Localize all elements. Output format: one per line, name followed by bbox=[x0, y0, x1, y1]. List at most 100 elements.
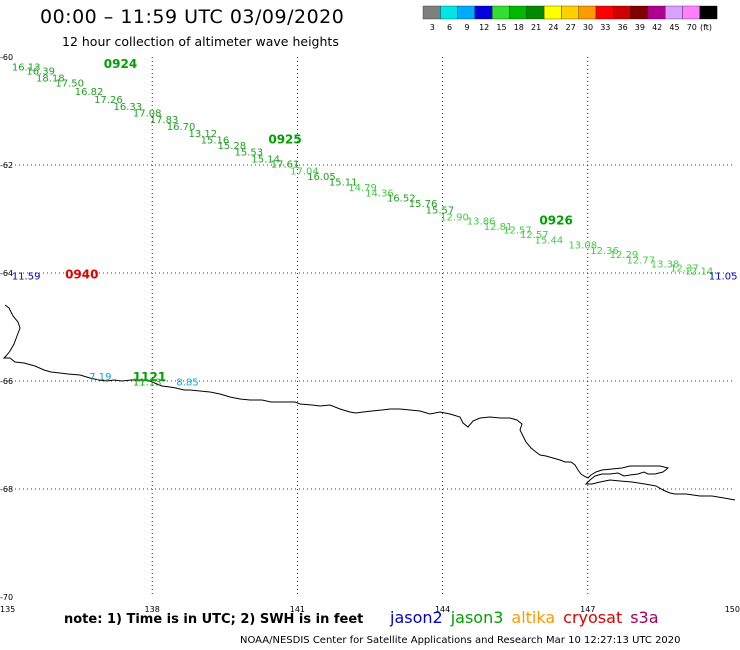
credit-line: NOAA/NESDIS Center for Satellite Applica… bbox=[240, 635, 681, 646]
map-subtitle: 12 hour collection of altimeter wave hei… bbox=[62, 34, 339, 49]
legend-label: 39 bbox=[635, 23, 645, 32]
legend-swatch bbox=[647, 5, 666, 20]
latitude-label: -62 bbox=[0, 161, 13, 170]
legend-swatch bbox=[509, 5, 527, 20]
legend-label: 70 bbox=[687, 23, 697, 32]
legend-swatch bbox=[474, 5, 493, 20]
longitude-label: 141 bbox=[290, 605, 305, 614]
swh-value-label: 12.90 bbox=[440, 213, 469, 224]
legend-swatch bbox=[595, 5, 614, 20]
legend-label: 30 bbox=[583, 23, 593, 32]
mission-jason2: jason2 bbox=[390, 608, 443, 627]
legend-swatch bbox=[699, 5, 718, 20]
swh-value-label: 13.12 bbox=[189, 129, 218, 140]
legend-label: 36 bbox=[618, 23, 628, 32]
swh-value-label: 17.26 bbox=[94, 95, 123, 106]
legend-label: 27 bbox=[566, 23, 576, 32]
longitude-label: 138 bbox=[145, 605, 160, 614]
swh-value-label: 8.85 bbox=[176, 377, 198, 388]
antarctic-coastline bbox=[2, 304, 736, 501]
swh-value-label: 13.86 bbox=[467, 216, 496, 227]
swh-value-label: 15.14 bbox=[251, 154, 280, 165]
legend-label: 24 bbox=[548, 23, 558, 32]
swh-value-label: 12.37 bbox=[670, 263, 699, 274]
swh-value-label: 12.57 bbox=[503, 226, 532, 237]
legend-label: 9 bbox=[464, 23, 469, 32]
pass-time-label: 0940 bbox=[65, 267, 98, 281]
legend-swatch bbox=[543, 5, 562, 20]
swh-value-label: 16.82 bbox=[75, 87, 104, 98]
swh-value-label: 15.53 bbox=[234, 147, 263, 158]
legend-swatch bbox=[578, 5, 597, 20]
swh-value-label: 15.76 bbox=[409, 199, 438, 210]
legend-swatch bbox=[526, 5, 545, 20]
swh-labels: 16.1316.3918.1817.5016.8217.2616.3317.08… bbox=[12, 63, 738, 389]
latitude-label: -66 bbox=[0, 377, 13, 386]
swh-value-label: 16.05 bbox=[307, 172, 336, 183]
swh-value-label: 15.44 bbox=[535, 235, 564, 246]
swh-value-label: 14.36 bbox=[365, 188, 394, 199]
swh-value-label: 13.08 bbox=[568, 241, 597, 252]
swh-value-label: 16.39 bbox=[26, 66, 55, 77]
pass-time-label: 0925 bbox=[268, 132, 301, 146]
legend-label: 45 bbox=[669, 23, 679, 32]
map-grid: 135 138 141 144 147 150 -60 -62 -64 -66 -68 -70 bbox=[0, 53, 740, 614]
pass-time-label: 1121 bbox=[133, 370, 166, 384]
legend-swatch bbox=[682, 5, 700, 20]
legend-swatch bbox=[613, 5, 631, 20]
legend-swatch bbox=[457, 5, 476, 20]
swh-value-label: 11.13 bbox=[133, 377, 162, 388]
swh-value-label: 18.18 bbox=[36, 73, 65, 84]
swh-value-label: 14.79 bbox=[348, 183, 377, 194]
footer-note: note: 1) Time is in UTC; 2) SWH is in fe… bbox=[64, 612, 364, 627]
coastline bbox=[2, 304, 736, 501]
legend-label: 18 bbox=[514, 23, 524, 32]
swh-value-label: 12.57 bbox=[520, 230, 549, 241]
latitude-label: -70 bbox=[0, 593, 13, 602]
legend-label: 21 bbox=[531, 23, 541, 32]
legend-label: 12 bbox=[479, 23, 489, 32]
swh-value-label: 11.05 bbox=[709, 271, 738, 282]
map-title: 00:00 – 11:59 UTC 03/09/2020 bbox=[40, 6, 345, 28]
swh-value-label: 16.33 bbox=[113, 102, 142, 113]
swh-value-label: 17.04 bbox=[290, 167, 319, 178]
swh-value-label: 15.28 bbox=[218, 141, 247, 152]
mission-jason3: jason3 bbox=[450, 608, 504, 627]
mission-cryosat: cryosat bbox=[563, 608, 623, 627]
legend-label: 6 bbox=[447, 23, 452, 32]
color-legend: 3 6 9 12 15 18 21 24 27 30 33 36 39 42 45 70 (ft) bbox=[422, 5, 718, 32]
swh-value-label: 16.13 bbox=[12, 63, 41, 74]
legend-swatch bbox=[440, 5, 458, 20]
swh-value-label: 12.14 bbox=[685, 267, 714, 278]
pass-time-label: 0924 bbox=[104, 57, 137, 71]
legend-label: 33 bbox=[600, 23, 610, 32]
swh-value-label: 15.16 bbox=[201, 135, 230, 146]
swh-value-label: 7.19 bbox=[89, 372, 111, 383]
swh-value-label: 17.61 bbox=[271, 160, 300, 171]
longitude-label: 147 bbox=[580, 605, 595, 614]
legend-unit: (ft) bbox=[700, 23, 712, 32]
swh-value-label: 15.57 bbox=[426, 206, 455, 217]
swh-value-label: 16.52 bbox=[387, 194, 416, 205]
swh-value-label: 16.70 bbox=[167, 122, 196, 133]
swh-value-label: 12.36 bbox=[590, 246, 619, 257]
mission-altika: altika bbox=[511, 608, 556, 627]
mission-s3a: s3a bbox=[630, 608, 659, 627]
swh-value-label: 13.38 bbox=[651, 260, 680, 271]
latitude-label: -68 bbox=[0, 485, 13, 494]
longitude-label: 135 bbox=[0, 605, 15, 614]
latitude-label: -64 bbox=[0, 269, 13, 278]
swh-value-label: 17.50 bbox=[55, 79, 84, 90]
legend-label: 3 bbox=[430, 23, 435, 32]
track-labels: 0924 0925 0926 0940 1121 bbox=[65, 57, 573, 384]
mission-legend: jason2 jason3 altika cryosat s3a bbox=[390, 608, 667, 627]
legend-swatch bbox=[630, 5, 649, 20]
legend-swatch bbox=[492, 5, 510, 20]
swh-value-label: 12.29 bbox=[610, 250, 639, 261]
swh-value-label: 15.11 bbox=[329, 178, 358, 189]
legend-swatch bbox=[561, 5, 579, 20]
legend-label: 15 bbox=[496, 23, 506, 32]
swh-value-label: 12.77 bbox=[627, 255, 656, 266]
legend-label: 42 bbox=[652, 23, 662, 32]
